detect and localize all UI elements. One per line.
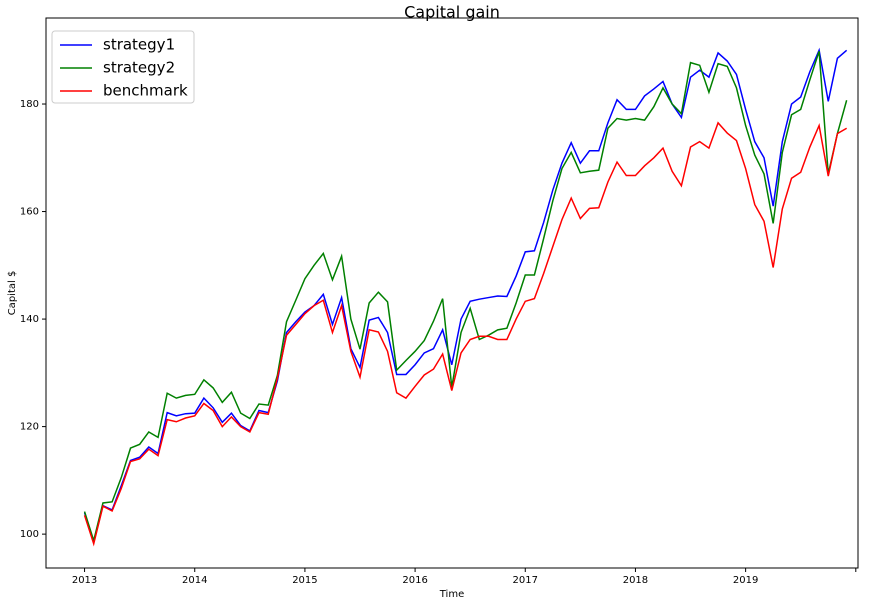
legend-label: strategy2 [103,59,175,77]
x-axis-label: Time [439,589,464,600]
legend-label: strategy1 [103,36,175,54]
series-line [83,51,848,544]
chart-title: Capital gain [404,3,500,22]
y-tick-label: 160 [20,207,39,218]
legend-label: benchmark [103,82,188,100]
series-line [83,121,848,547]
plot-frame [45,17,859,569]
y-tick-label: 120 [20,422,39,433]
x-tick-label: 2019 [733,575,758,586]
legend-box [51,30,195,104]
x-tick-label: 2014 [182,575,207,586]
x-tick-label: 2015 [292,575,317,586]
y-tick-label: 100 [20,529,39,540]
x-tick-label: 2018 [623,575,648,586]
x-tick-label: 2013 [72,575,97,586]
series-line [83,47,848,545]
y-tick-label: 180 [20,99,39,110]
y-tick-label: 140 [20,314,39,325]
y-axis-label: Capital $ [7,271,18,316]
x-tick-label: 2017 [513,575,538,586]
x-tick-label: 2016 [402,575,427,586]
